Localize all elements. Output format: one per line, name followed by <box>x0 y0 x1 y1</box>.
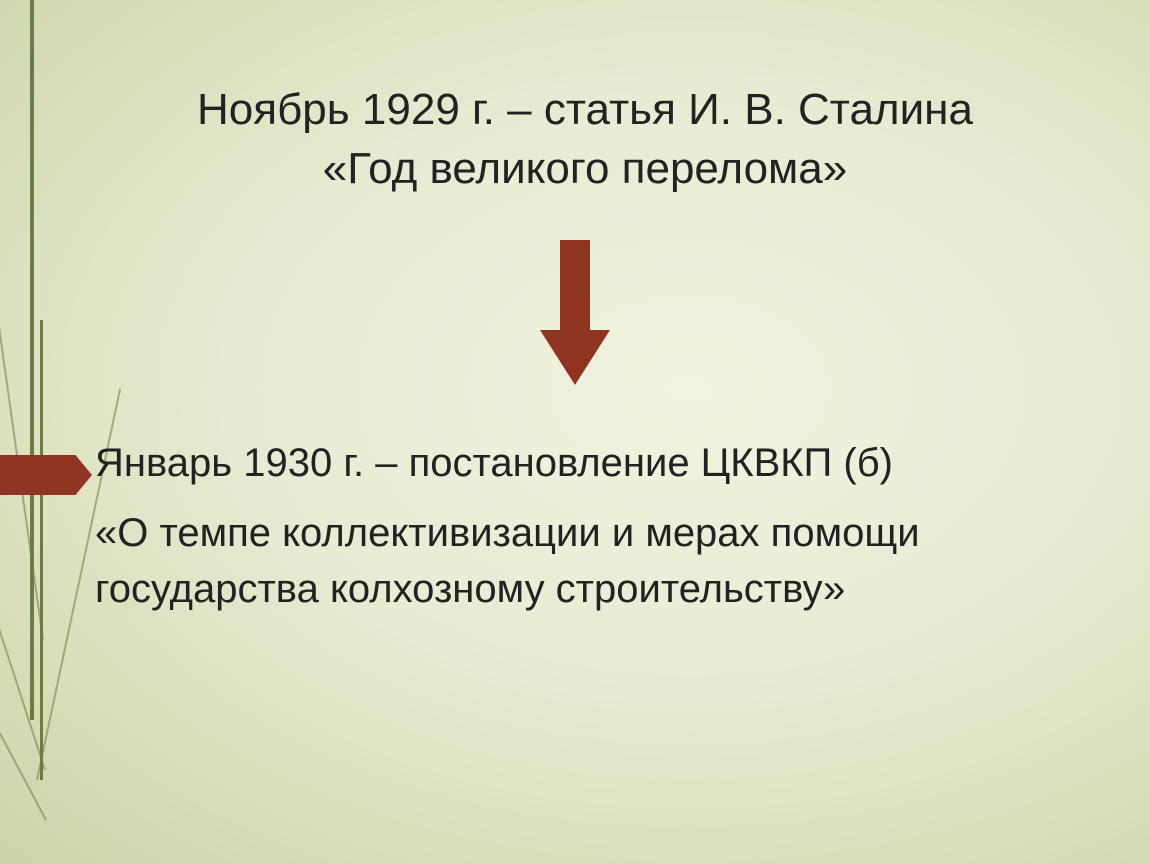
title-line-1: Ноябрь 1929 г. – статья И. В. Сталина <box>80 80 1090 139</box>
arrow-polygon <box>540 240 610 385</box>
decor-grass <box>0 244 44 640</box>
title-line-2: «Год великого перелома» <box>80 139 1090 198</box>
decor-stem-tall <box>30 0 34 720</box>
body-paragraph-2: «О темпе коллективизации и мерах помощи … <box>95 505 1090 617</box>
slide-body: Январь 1930 г. – постановление ЦКВКП (б)… <box>95 435 1090 631</box>
slide-title: Ноябрь 1929 г. – статья И. В. Сталина «Г… <box>80 80 1090 199</box>
decor-stem-short <box>40 320 43 780</box>
arrow-down-icon <box>540 240 610 390</box>
body-paragraph-1: Январь 1930 г. – постановление ЦКВКП (б) <box>95 435 1090 491</box>
accent-leaf <box>0 455 92 495</box>
